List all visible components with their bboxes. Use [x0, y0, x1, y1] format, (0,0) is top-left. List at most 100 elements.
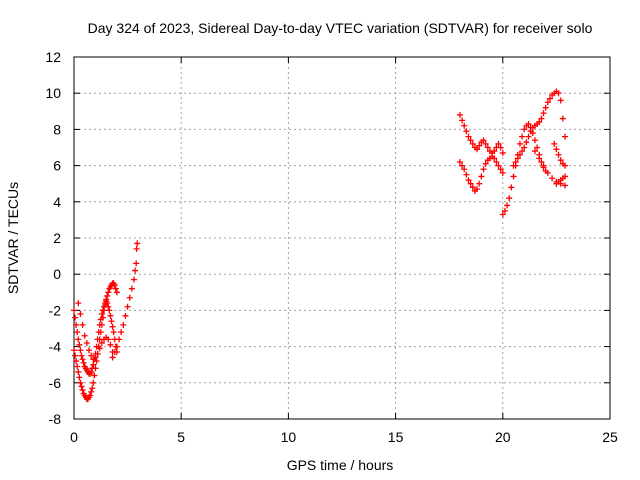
- data-point: [75, 368, 82, 375]
- data-point: [561, 173, 568, 180]
- data-point: [92, 365, 99, 372]
- data-point: [521, 144, 528, 151]
- data-point: [491, 148, 498, 155]
- data-point: [133, 260, 140, 267]
- data-point: [77, 311, 84, 318]
- data-point: [495, 162, 502, 169]
- data-point: [71, 347, 77, 354]
- data-point: [482, 160, 489, 167]
- data-point: [540, 110, 547, 117]
- data-point: [113, 289, 120, 296]
- y-tick-label: -2: [49, 302, 62, 318]
- data-point: [72, 352, 79, 359]
- data-point: [504, 202, 511, 209]
- data-point: [459, 162, 466, 169]
- y-tick-label: 12: [45, 49, 61, 65]
- data-point: [536, 155, 543, 162]
- data-point: [88, 388, 95, 395]
- data-point: [102, 301, 109, 308]
- data-point: [107, 341, 114, 348]
- data-point: [549, 175, 556, 182]
- data-point: [463, 171, 470, 178]
- data-point: [523, 139, 530, 146]
- y-tick-label: 8: [53, 121, 61, 137]
- data-point: [74, 363, 81, 370]
- x-tick-label: 10: [281, 429, 297, 445]
- data-point: [534, 144, 541, 151]
- data-point: [525, 120, 532, 127]
- data-point: [92, 354, 99, 361]
- data-point: [544, 99, 551, 106]
- data-point: [514, 155, 521, 162]
- data-point: [89, 385, 96, 392]
- data-point: [107, 312, 114, 319]
- data-point: [512, 158, 519, 165]
- data-point: [109, 323, 116, 330]
- data-point: [499, 169, 506, 176]
- data-point: [77, 347, 84, 354]
- data-point: [113, 343, 120, 350]
- data-point: [97, 329, 104, 336]
- data-point: [94, 350, 101, 357]
- data-point: [456, 111, 463, 118]
- data-point: [122, 312, 129, 319]
- data-point: [474, 146, 481, 153]
- data-point: [508, 184, 515, 191]
- data-point: [120, 321, 127, 328]
- data-point: [557, 97, 564, 104]
- data-point: [105, 303, 112, 310]
- data-point: [87, 392, 94, 399]
- data-point: [516, 151, 523, 158]
- data-point: [90, 379, 97, 386]
- data-point: [77, 379, 84, 386]
- chart-title: Day 324 of 2023, Sidereal Day-to-day VTE…: [88, 20, 593, 36]
- data-point: [76, 341, 83, 348]
- data-point: [112, 285, 119, 292]
- data-point: [516, 140, 523, 147]
- data-point: [469, 184, 476, 191]
- data-point: [499, 211, 506, 218]
- data-point: [553, 146, 560, 153]
- x-tick-label: 25: [602, 429, 618, 445]
- data-point: [467, 137, 474, 144]
- data-point: [98, 311, 105, 318]
- data-point: [501, 207, 508, 214]
- data-point: [79, 387, 86, 394]
- data-point: [551, 140, 558, 147]
- data-point: [88, 368, 95, 375]
- x-axis-label: GPS time / hours: [287, 457, 394, 473]
- data-point: [91, 372, 98, 379]
- data-point: [118, 329, 125, 336]
- data-point: [542, 104, 549, 111]
- x-tick-label: 5: [177, 429, 185, 445]
- data-point: [459, 117, 466, 124]
- data-point: [476, 142, 483, 149]
- data-point: [93, 358, 100, 365]
- data-point: [531, 137, 538, 144]
- data-point: [456, 158, 463, 165]
- data-point: [90, 361, 97, 368]
- data-point: [521, 126, 528, 133]
- data-point: [131, 276, 138, 283]
- data-point: [105, 289, 112, 296]
- data-point: [478, 173, 485, 180]
- data-point: [510, 162, 517, 169]
- axis-ticks: 0 5 10 15 20 25 -8 -6 -4 -2 0 2 4 6 8 10 12: [45, 49, 618, 445]
- y-tick-label: -8: [49, 411, 62, 427]
- data-point: [555, 151, 562, 158]
- y-tick-label: -4: [49, 339, 62, 355]
- data-point: [128, 285, 135, 292]
- data-point: [527, 128, 534, 135]
- data-point: [480, 137, 487, 144]
- grid-lines: [74, 57, 610, 419]
- data-point: [499, 149, 506, 156]
- data-point: [469, 140, 476, 147]
- data-point: [79, 321, 86, 328]
- data-point: [110, 329, 117, 336]
- data-point: [71, 307, 77, 314]
- y-tick-label: 10: [45, 85, 61, 101]
- data-point: [101, 307, 108, 314]
- data-point: [493, 158, 500, 165]
- data-point: [73, 358, 80, 365]
